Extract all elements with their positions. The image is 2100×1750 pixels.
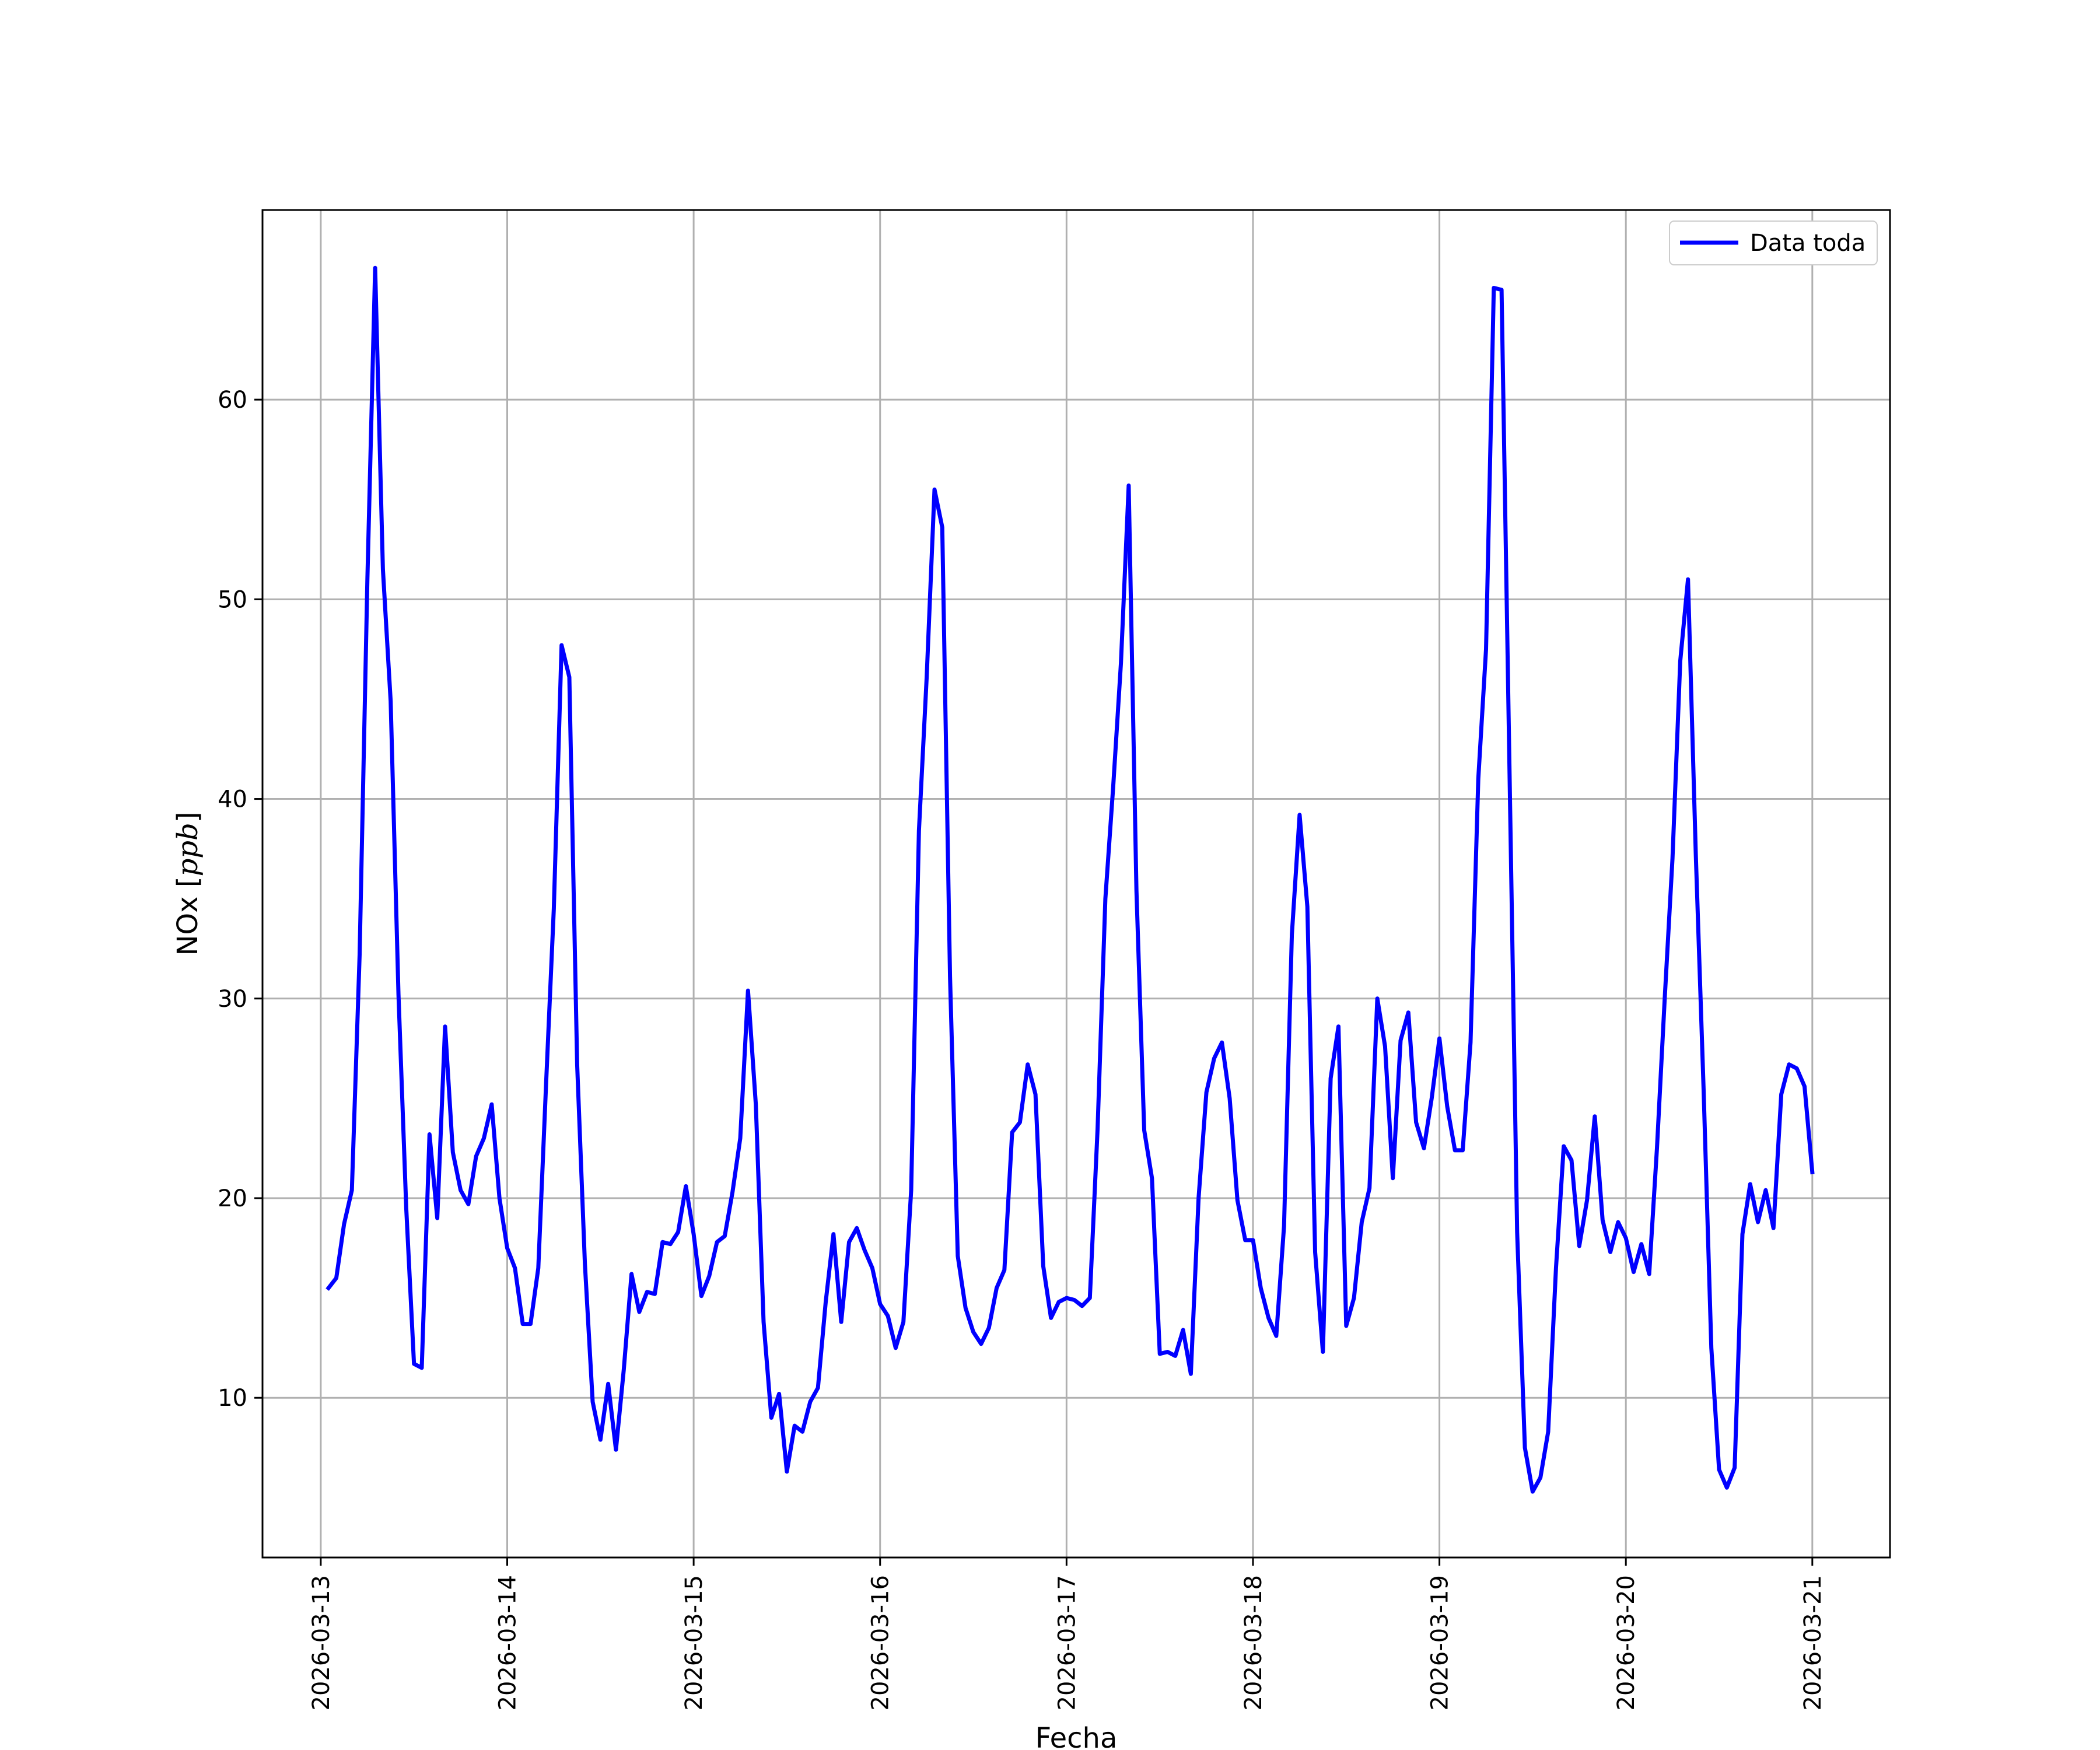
y-axis-label-prefix: NOx — [172, 887, 204, 956]
series-layer — [326, 265, 1815, 1494]
y-tick-label: 50 — [218, 586, 247, 613]
x-tick-label: 2026-03-13 — [308, 1575, 335, 1710]
plot-area-frame — [261, 209, 1891, 1559]
x-tick-label: 2026-03-15 — [681, 1575, 708, 1710]
legend-box — [1669, 220, 1878, 265]
y-tick-label: 40 — [218, 786, 247, 813]
x-tick-label: 2026-03-19 — [1427, 1575, 1454, 1710]
legend-label: Data toda — [1750, 230, 1866, 257]
x-tick-label: 2026-03-21 — [1800, 1575, 1826, 1710]
y-tick-label: 60 — [218, 387, 247, 414]
x-tick-label: 2026-03-17 — [1054, 1575, 1080, 1710]
y-axis-label-unit: ppb — [172, 822, 204, 876]
y-axis-label-close-bracket: ] — [172, 811, 204, 822]
x-tick-label: 2026-03-18 — [1240, 1575, 1267, 1710]
x-axis-label: Fecha — [1035, 1722, 1118, 1750]
plot-area-background — [262, 210, 1890, 1558]
x-tick-label: 2026-03-16 — [867, 1575, 894, 1710]
y-axis: 10 20 30 40 50 60 — [218, 387, 262, 1412]
y-axis-label: NOx [ppb] — [172, 811, 204, 956]
y-tick-label: 20 — [218, 1185, 247, 1212]
x-tick-label: 2026-03-14 — [494, 1575, 521, 1710]
series-line — [326, 265, 1815, 1494]
grid-lines — [262, 210, 1890, 1558]
x-tick-label: 2026-03-20 — [1613, 1575, 1640, 1710]
x-axis: 2026-03-13 2026-03-14 2026-03-15 2026-03-16… — [308, 1558, 1826, 1710]
y-tick-label: 30 — [218, 986, 247, 1013]
y-tick-label: 10 — [218, 1385, 247, 1412]
legend: Data toda — [1669, 220, 1878, 265]
y-axis-label-open-bracket: [ — [172, 876, 204, 887]
